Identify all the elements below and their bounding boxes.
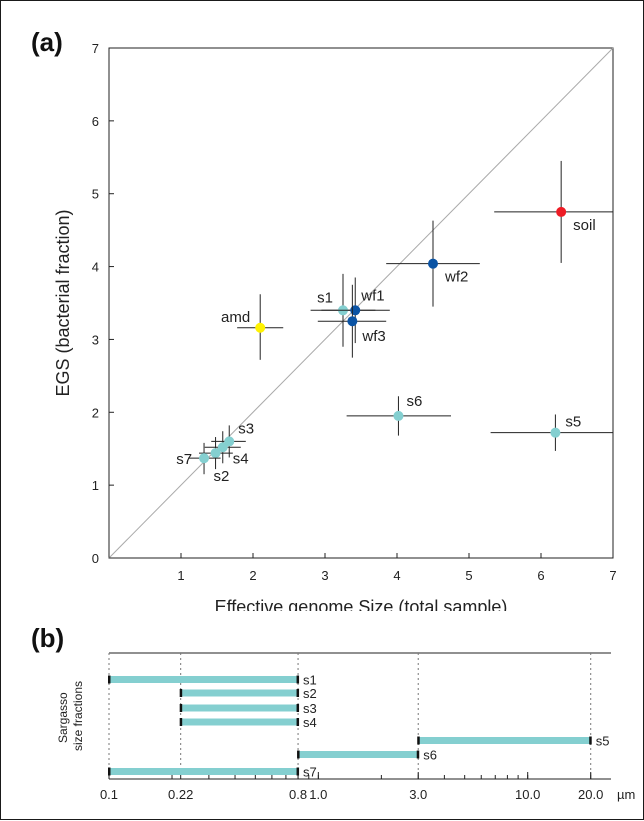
b-tick-label-0.8: 0.8 (289, 787, 307, 802)
b-bar-s1 (109, 676, 299, 683)
point-label-s3: s3 (238, 420, 254, 437)
x-tick-label-7: 7 (609, 568, 616, 583)
y-tick-label-0: 0 (92, 551, 99, 566)
b-bar-start-s1 (108, 675, 111, 684)
point-s3 (224, 436, 235, 447)
b-bar-label-s3: s3 (303, 701, 317, 716)
point-label-s7: s7 (176, 451, 192, 468)
point-label-s1: s1 (317, 289, 333, 306)
b-bar-end-s7 (296, 767, 300, 776)
b-tick-label-3.0: 3.0 (409, 787, 427, 802)
b-unit-label: µm (617, 787, 635, 802)
b-bar-s6 (298, 751, 419, 758)
point-amd (255, 322, 266, 333)
point-wf3 (347, 316, 358, 327)
y-tick-label-7: 7 (92, 41, 99, 56)
b-bar-start-s7 (108, 767, 111, 776)
point-label-wf3: wf3 (361, 328, 385, 345)
point-s4 (217, 442, 228, 453)
y-tick-label-5: 5 (92, 187, 99, 202)
point-s2 (210, 448, 221, 459)
b-bar-end-s2 (296, 689, 300, 697)
b-bar-start-s5 (417, 736, 420, 745)
b-y-axis-title-line-1: Sargasso (56, 692, 70, 743)
b-bar-label-s5: s5 (596, 734, 610, 749)
point-wf2 (428, 258, 438, 269)
y-tick-label-1: 1 (92, 478, 99, 493)
y-tick-label-2: 2 (92, 405, 99, 420)
point-s7 (199, 453, 210, 464)
point-label-s4: s4 (233, 450, 249, 467)
x-tick-label-2: 2 (249, 568, 256, 583)
b-bar-s4 (180, 718, 299, 726)
point-s6 (393, 410, 404, 421)
x-axis-title: Effective genome Size (total sample) (215, 597, 508, 611)
chart-a-scatter: (a) 1 2 3 4 5 6 7 0 1 2 3 4 5 6 7 soil wf2 s1 wf1 wf3 amd s6 s… (31, 27, 617, 611)
point-label-s6: s6 (406, 393, 422, 410)
b-bar-s5 (418, 737, 591, 744)
b-tick-label-1.0: 1.0 (309, 787, 327, 802)
identity-line (108, 47, 614, 559)
x-tick-label-5: 5 (465, 568, 472, 583)
panel-label-a: (a) (31, 27, 63, 57)
x-tick-label-4: 4 (393, 568, 400, 583)
point-label-soil: soil (573, 217, 596, 234)
y-tick-label-4: 4 (92, 260, 99, 275)
b-y-axis-title-line-2: size fractions (71, 681, 85, 751)
b-tick-label-10.0: 10.0 (515, 787, 540, 802)
b-tick-label-0.1: 0.1 (100, 787, 118, 802)
b-tick-label-0.22: 0.22 (168, 787, 193, 802)
b-bar-end-s3 (296, 704, 300, 712)
b-bar-s2 (180, 689, 299, 697)
point-soil (556, 206, 567, 217)
point-label-s2: s2 (214, 468, 230, 485)
point-label-wf1: wf1 (360, 287, 384, 304)
point-label-s5: s5 (565, 414, 581, 431)
point-label-wf2: wf2 (444, 269, 468, 286)
point-wf1 (350, 305, 361, 316)
b-bar-start-s2 (179, 689, 183, 697)
b-bar-label-s2: s2 (303, 686, 317, 701)
b-bar-end-s4 (296, 718, 300, 726)
b-bar-end-s5 (589, 736, 592, 745)
b-bar-start-s3 (179, 704, 183, 712)
y-tick-label-6: 6 (92, 114, 99, 129)
b-tick-label-20.0: 20.0 (578, 787, 603, 802)
b-bar-label-s7: s7 (303, 765, 317, 780)
b-bar-s3 (180, 704, 299, 712)
b-bar-start-s4 (179, 718, 183, 726)
y-tick-label-3: 3 (92, 332, 99, 347)
b-bar-label-s6: s6 (423, 748, 437, 763)
b-bar-start-s6 (297, 750, 300, 759)
plot-frame (108, 47, 614, 559)
b-bar-label-s1: s1 (303, 673, 317, 688)
b-bar-end-s1 (296, 675, 300, 684)
point-s5 (550, 427, 561, 438)
panel-label-b: (b) (31, 623, 64, 653)
b-bar-end-s6 (416, 750, 420, 759)
x-tick-label-3: 3 (321, 568, 328, 583)
b-bar-label-s4: s4 (303, 715, 317, 730)
b-y-axis-title: Sargasso size fractions (56, 681, 85, 751)
x-tick-label-6: 6 (537, 568, 544, 583)
x-tick-label-1: 1 (177, 568, 184, 583)
b-bar-s7 (109, 768, 299, 775)
y-axis-title: EGS (bacterial fraction) (53, 209, 73, 396)
point-label-amd: amd (221, 309, 250, 326)
